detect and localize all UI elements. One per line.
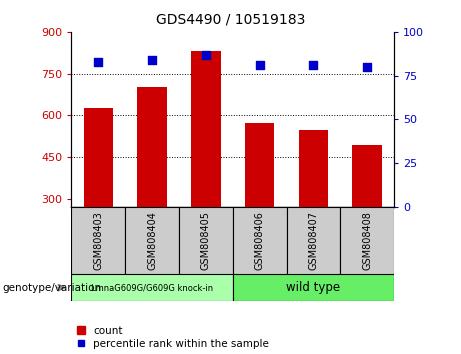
Point	[202, 52, 210, 57]
Bar	[71, 274, 233, 301]
Point	[95, 59, 102, 64]
Point	[364, 64, 371, 70]
Text: GSM808405: GSM808405	[201, 211, 211, 270]
Text: GSM808408: GSM808408	[362, 211, 372, 270]
Text: GSM808403: GSM808403	[93, 211, 103, 270]
Bar	[71, 207, 125, 274]
Bar	[191, 51, 221, 207]
Bar	[245, 123, 274, 207]
Bar	[233, 274, 394, 301]
Text: GSM808404: GSM808404	[147, 211, 157, 270]
Text: GDS4490 / 10519183: GDS4490 / 10519183	[156, 12, 305, 27]
Bar	[125, 207, 179, 274]
Text: LmnaG609G/G609G knock-in: LmnaG609G/G609G knock-in	[91, 283, 213, 292]
Bar	[137, 87, 167, 207]
Bar	[299, 130, 328, 207]
Bar	[287, 207, 340, 274]
Bar	[83, 108, 113, 207]
Text: genotype/variation: genotype/variation	[2, 282, 101, 293]
Bar	[179, 207, 233, 274]
Legend: count, percentile rank within the sample: count, percentile rank within the sample	[77, 326, 269, 349]
Bar	[233, 207, 287, 274]
Bar	[353, 145, 382, 207]
Bar	[340, 207, 394, 274]
Point	[256, 62, 263, 68]
Point	[310, 62, 317, 68]
Text: GSM808407: GSM808407	[308, 211, 319, 270]
Text: GSM808406: GSM808406	[254, 211, 265, 270]
Point	[148, 57, 156, 63]
Text: wild type: wild type	[286, 281, 341, 294]
